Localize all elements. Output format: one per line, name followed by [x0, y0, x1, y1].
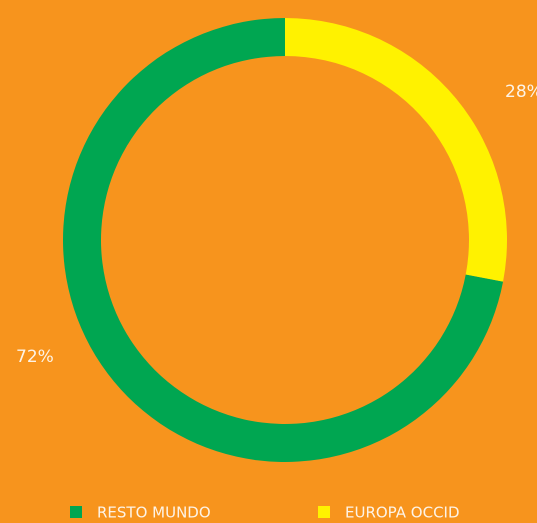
donut-segment: [285, 18, 507, 282]
data-label: 72%: [16, 347, 54, 367]
legend-label: EUROPA OCCID: [345, 504, 460, 522]
legend-swatch: [70, 506, 82, 518]
legend-swatch: [318, 506, 330, 518]
legend-label: RESTO MUNDO: [97, 504, 211, 522]
data-label: 28%: [505, 82, 537, 102]
